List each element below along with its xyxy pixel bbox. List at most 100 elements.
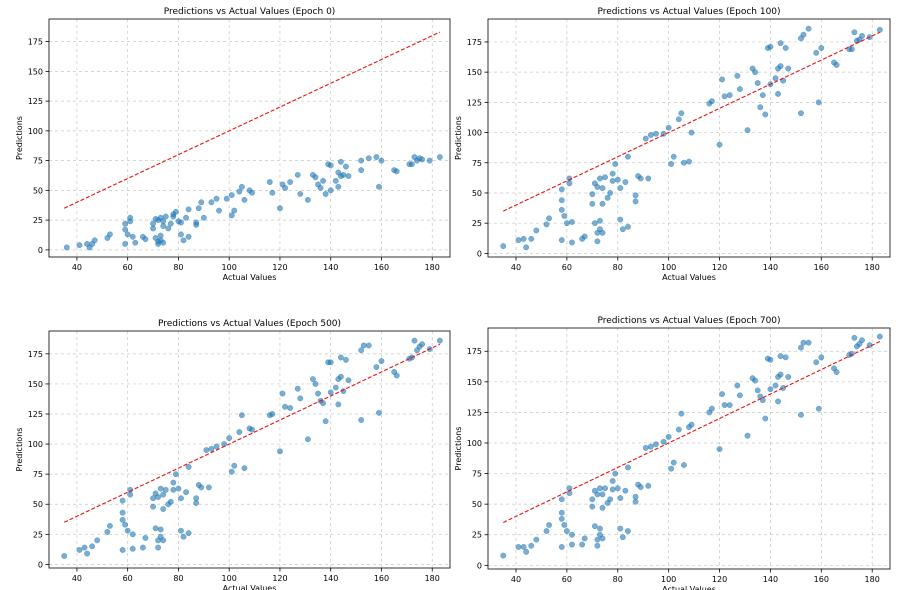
data-point	[89, 543, 96, 550]
chart-title: Predictions vs Actual Values (Epoch 500)	[158, 319, 341, 329]
data-point	[612, 161, 619, 167]
data-point	[632, 498, 639, 505]
data-point	[614, 176, 621, 183]
data-point	[294, 171, 301, 178]
data-point	[226, 435, 233, 442]
data-point	[335, 183, 342, 190]
data-point	[533, 536, 540, 543]
data-point	[327, 359, 334, 366]
x-tick-label: 100	[661, 263, 676, 272]
data-point	[315, 390, 321, 397]
x-axis-label: Actual Values	[223, 273, 277, 282]
data-point	[104, 528, 111, 535]
data-point	[591, 523, 598, 530]
data-point	[678, 410, 685, 417]
data-point	[411, 337, 418, 344]
data-point	[195, 205, 202, 212]
data-point	[563, 220, 570, 227]
data-point	[609, 177, 616, 184]
x-tick-label: 80	[173, 263, 183, 272]
data-point	[762, 111, 769, 118]
data-point	[686, 158, 692, 165]
data-point	[594, 536, 601, 543]
data-point	[520, 235, 527, 242]
data-point	[373, 154, 380, 160]
x-axis-label: Actual Values	[662, 273, 716, 282]
data-point	[500, 243, 507, 250]
data-point	[185, 530, 192, 537]
data-point	[668, 161, 675, 167]
data-point	[175, 485, 182, 492]
data-point	[266, 179, 273, 185]
data-point	[327, 187, 334, 194]
data-point	[208, 199, 215, 206]
x-tick-label: 100	[222, 574, 237, 583]
x-tick-label: 100	[661, 575, 676, 584]
data-point	[76, 547, 83, 553]
y-tick-label: 175	[467, 38, 482, 47]
data-point	[419, 156, 426, 163]
data-point	[558, 206, 565, 213]
data-point	[762, 415, 769, 422]
data-point	[297, 190, 304, 197]
data-point	[340, 388, 347, 395]
data-point	[150, 495, 157, 502]
data-point	[294, 385, 301, 392]
data-point	[157, 485, 164, 492]
data-point	[150, 503, 157, 510]
data-point	[818, 45, 825, 51]
data-point	[63, 244, 70, 251]
data-point	[198, 484, 205, 491]
x-tick-label: 160	[374, 263, 389, 272]
data-point	[378, 157, 385, 164]
data-point	[160, 491, 167, 498]
data-point	[340, 171, 347, 178]
data-point	[162, 213, 169, 220]
data-point	[515, 544, 522, 550]
data-point	[818, 354, 825, 361]
data-point	[726, 402, 733, 409]
data-point	[528, 235, 535, 242]
data-point	[688, 129, 695, 136]
data-point	[777, 353, 784, 360]
data-point	[632, 493, 639, 500]
chart-panel-2: 40 60 80 100 120 140 160 180 0 25 50 75 100 125 150 175…	[15, 319, 451, 590]
y-tick-label: 50	[472, 500, 482, 509]
data-point	[777, 63, 784, 70]
y-tick-label: 0	[477, 561, 482, 570]
x-tick-label: 80	[613, 263, 623, 272]
data-point	[660, 438, 667, 445]
data-point	[312, 380, 319, 387]
data-point	[342, 163, 349, 170]
data-point	[365, 342, 372, 349]
data-point	[520, 544, 527, 550]
data-point	[569, 239, 575, 246]
data-point	[558, 186, 565, 193]
data-point	[670, 153, 677, 160]
data-point	[569, 541, 575, 548]
data-point	[332, 384, 339, 391]
data-point	[833, 61, 840, 68]
data-point	[785, 373, 792, 380]
data-point	[876, 333, 883, 340]
data-point	[561, 212, 568, 219]
data-point	[805, 339, 812, 346]
x-tick-label: 60	[123, 263, 133, 272]
data-point	[777, 40, 784, 47]
data-point	[604, 194, 611, 201]
y-tick-label: 75	[33, 470, 43, 479]
data-point	[642, 444, 649, 451]
data-point	[599, 491, 606, 498]
data-point	[752, 377, 759, 384]
y-tick-label: 100	[28, 440, 43, 449]
x-axis-label: Actual Values	[223, 584, 277, 590]
data-point	[668, 465, 675, 472]
data-point	[155, 494, 162, 500]
data-point	[119, 497, 126, 504]
y-axis-label: Predictions	[15, 428, 24, 472]
data-point	[599, 535, 606, 542]
data-point	[436, 154, 443, 160]
data-point	[342, 356, 349, 363]
data-point	[426, 157, 433, 164]
